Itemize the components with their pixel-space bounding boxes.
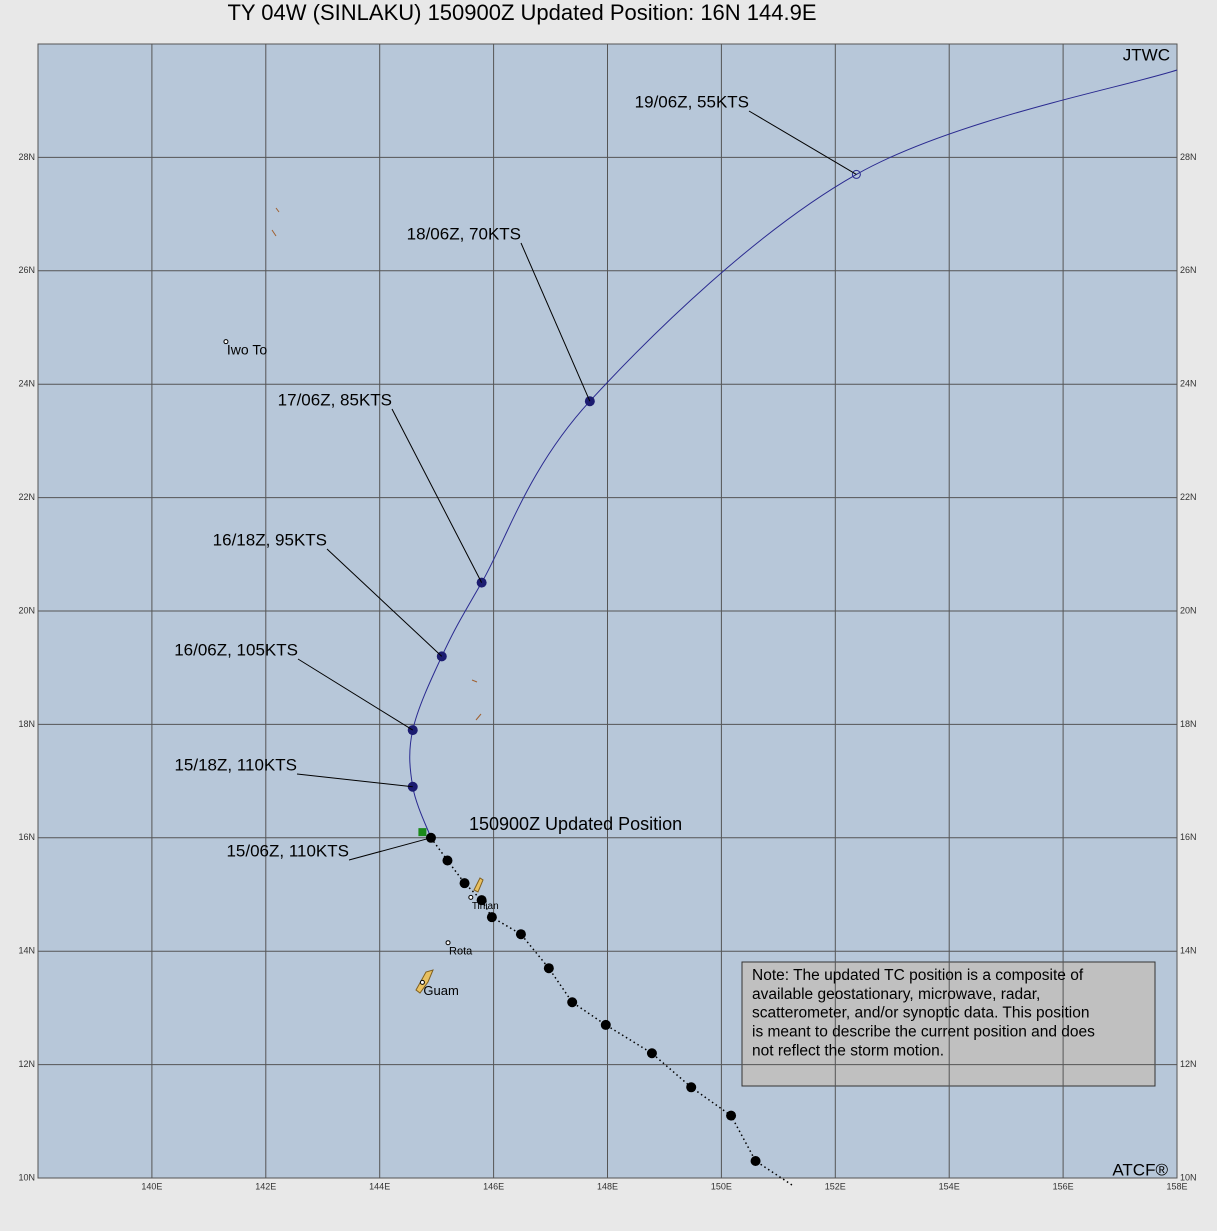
lon-tick-label: 158E (1166, 1181, 1187, 1191)
lat-tick-label: 16N (18, 832, 35, 842)
island (473, 877, 484, 893)
lat-tick-label: 18N (1180, 719, 1197, 729)
place-label: Iwo To (227, 341, 267, 357)
past-track-line (430, 837, 793, 1186)
leader-line (520, 242, 591, 402)
lon-tick-label: 156E (1053, 1181, 1074, 1191)
leader-line (391, 408, 483, 583)
lat-tick-label: 14N (18, 946, 35, 956)
lat-tick-label: 12N (1180, 1059, 1197, 1069)
leader-line (748, 110, 857, 175)
lat-tick-label: 10N (1180, 1172, 1197, 1182)
place-marker (223, 339, 229, 345)
title: TY 04W (SINLAKU) 150900Z Updated Positio… (227, 0, 816, 25)
lat-tick-label: 18N (18, 719, 35, 729)
island (471, 679, 478, 683)
place-label: Guam (423, 983, 458, 998)
updated-position-label: 150900Z Updated Position (469, 814, 682, 834)
note-line: available geostationary, microwave, rada… (752, 986, 1040, 1003)
lon-tick-label: 150E (711, 1181, 732, 1191)
forecast-label: 18/06Z, 70KTS (407, 224, 521, 243)
lat-tick-label: 22N (18, 492, 35, 502)
forecast-label: 16/18Z, 95KTS (213, 530, 327, 549)
forecast-label: 15/18Z, 110KTS (174, 755, 297, 774)
agency: JTWC (1123, 45, 1170, 64)
lat-tick-label: 28N (1180, 152, 1197, 162)
lat-tick-label: 20N (18, 605, 35, 615)
past-position (486, 912, 497, 923)
note-box (741, 961, 1156, 1087)
island (475, 713, 482, 721)
lat-tick-label: 10N (18, 1172, 35, 1182)
note-line: not reflect the storm motion. (752, 1042, 944, 1059)
lat-tick-label: 12N (18, 1059, 35, 1069)
lon-tick-label: 152E (825, 1181, 846, 1191)
past-position (515, 929, 526, 940)
place-marker (419, 979, 425, 985)
past-position (543, 963, 554, 974)
lon-tick-label: 154E (939, 1181, 960, 1191)
note-line: scatterometer, and/or synoptic data. Thi… (752, 1005, 1089, 1022)
place-marker (445, 940, 451, 946)
island (275, 207, 280, 213)
place-label: Tinian (472, 901, 499, 912)
lat-tick-label: 28N (18, 152, 35, 162)
past-position (459, 878, 470, 889)
leader-line (348, 837, 432, 861)
lat-tick-label: 22N (1180, 492, 1197, 502)
updated-position (418, 828, 427, 837)
lon-tick-label: 146E (483, 1181, 504, 1191)
forecast-label: 16/06Z, 105KTS (174, 640, 298, 659)
past-position (476, 895, 487, 906)
forecast-label: 19/06Z, 55KTS (635, 92, 749, 111)
past-position (726, 1110, 737, 1121)
forecast-track-line (409, 69, 1178, 838)
forecast-label: 17/06Z, 85KTS (278, 390, 392, 409)
place-label: Rota (449, 946, 473, 958)
lon-tick-label: 144E (369, 1181, 390, 1191)
lat-tick-label: 16N (1180, 832, 1197, 842)
lat-tick-label: 24N (18, 379, 35, 389)
lat-tick-label: 26N (1180, 265, 1197, 275)
past-position (686, 1082, 697, 1093)
past-position (646, 1048, 657, 1059)
leader-line (297, 658, 413, 731)
leader-line (326, 548, 443, 657)
leader-line (296, 773, 413, 788)
forecast-label: 15/06Z, 110KTS (226, 841, 349, 860)
note-line: is meant to describe the current positio… (752, 1023, 1095, 1040)
lat-tick-label: 24N (1180, 379, 1197, 389)
lon-tick-label: 142E (255, 1181, 276, 1191)
footer: ATCF® (1112, 1160, 1168, 1179)
lat-tick-label: 20N (1180, 605, 1197, 615)
place-marker (468, 894, 474, 900)
lon-tick-label: 148E (597, 1181, 618, 1191)
note-line: Note: The updated TC position is a compo… (752, 967, 1084, 984)
lat-tick-label: 26N (18, 265, 35, 275)
past-position (442, 855, 453, 866)
lon-tick-label: 140E (141, 1181, 162, 1191)
past-position (750, 1155, 761, 1166)
forecast-position (851, 169, 861, 179)
lat-tick-label: 14N (1180, 946, 1197, 956)
past-position (567, 997, 578, 1008)
past-position (600, 1019, 611, 1030)
island (271, 229, 277, 237)
